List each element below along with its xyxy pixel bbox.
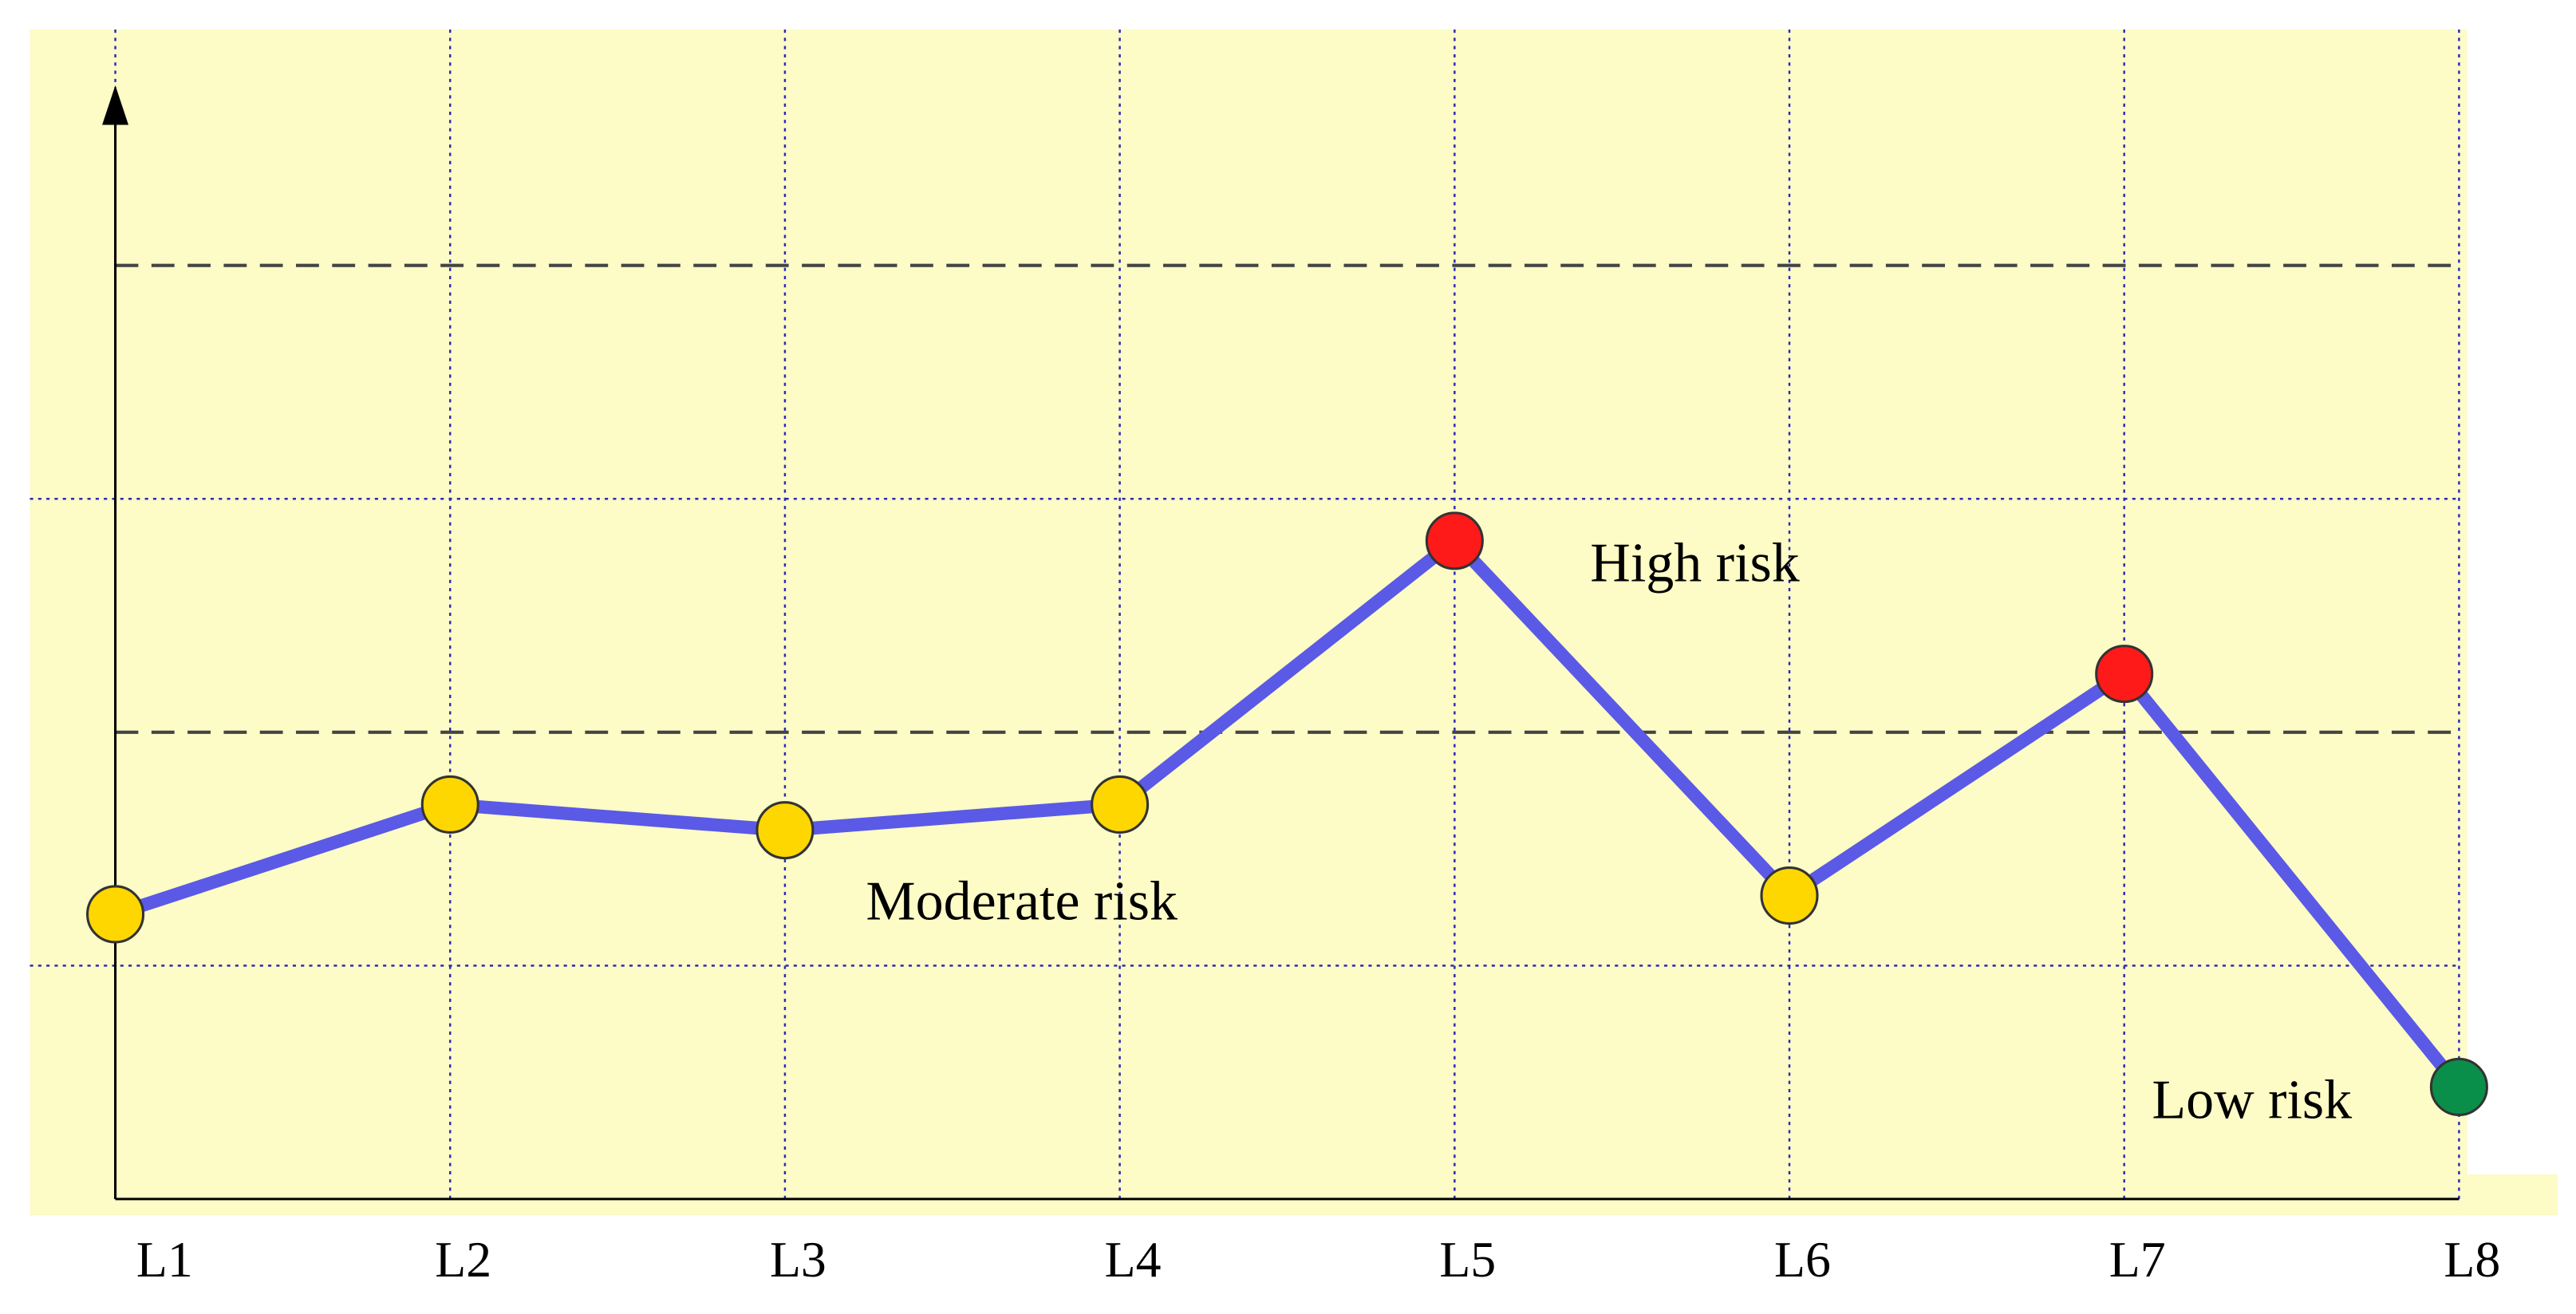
annotation: Moderate risk <box>866 870 1178 932</box>
x-tick-label: L5 <box>1439 1231 1496 1288</box>
point <box>86 885 145 944</box>
point <box>2429 1057 2488 1117</box>
line <box>112 534 2464 1091</box>
point <box>420 775 479 835</box>
point <box>2095 645 2154 704</box>
x-tick-label: L6 <box>1774 1231 1831 1288</box>
marks: L1 L2 L3 L4 L5 L6 L7 L8 High risk Moderate risk Lo… <box>86 511 2500 1288</box>
point <box>1091 775 1150 835</box>
y-axis-arrow <box>102 85 129 125</box>
point <box>1425 511 1484 570</box>
annotation: Low risk <box>2152 1070 2352 1131</box>
x-tick-label: L7 <box>2109 1231 2166 1288</box>
x-tick-label: L8 <box>2444 1231 2500 1288</box>
point <box>755 801 815 860</box>
grid <box>30 30 2460 1199</box>
x-tick-label: L1 <box>136 1231 193 1288</box>
annotation: High risk <box>1590 532 1799 594</box>
plot-background-tail <box>2459 1174 2558 1216</box>
x-tick-label: L4 <box>1105 1231 1162 1288</box>
x-tick-label: L2 <box>435 1231 491 1288</box>
x-tick-label: L3 <box>770 1231 826 1288</box>
plot-background <box>30 30 2468 1216</box>
point <box>1760 866 1819 925</box>
